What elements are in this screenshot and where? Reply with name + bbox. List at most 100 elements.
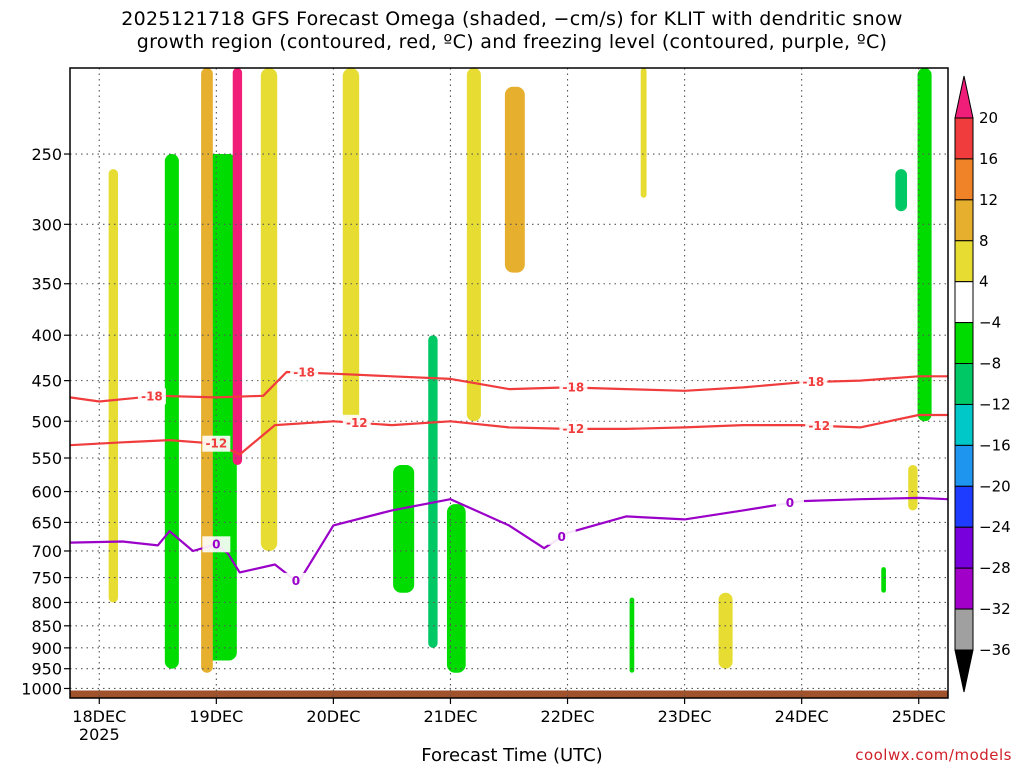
colorbar-label-4: 4 [979,273,989,291]
contour-label-0-3: -18 [803,375,825,389]
contour-label-bg-0-3 [799,374,828,391]
omega-feature-15 [917,68,932,422]
x-tick-label-20DEC: 20DEC [306,707,360,726]
x-tick-label-21DEC: 21DEC [423,707,477,726]
omega-feature-6 [164,154,179,669]
contour-label-bg-0-1 [290,364,319,381]
colorbar-bottom-arrow [954,649,974,693]
colorbar-swatch-5 [954,281,974,324]
y-tick-label-450: 450 [31,372,62,391]
contour-line-2 [70,496,948,584]
omega-feature-17 [629,597,635,673]
contour-label-1-2: -12 [563,422,585,436]
plot-frame [69,67,949,699]
contour-label-2-0: 0 [212,537,220,551]
omega-feature-14 [466,68,481,422]
y-tick-label-400: 400 [31,326,62,345]
contour-layer: -18 -18 -18 -18 -12 -12 -12 -12 0 0 0 0 [70,364,948,589]
chart-title-line-1: 2025121718 GFS Forecast Omega (shaded, −… [121,8,903,30]
y-tick-label-700: 700 [31,542,62,561]
colorbar-label-9: −20 [979,477,1011,495]
x-tick-label-19DEC: 19DEC [189,707,243,726]
colorbar-swatch-12 [954,567,974,610]
colorbar-swatch-3 [954,199,974,242]
y-tick-label-950: 950 [31,660,62,679]
colorbar-label-11: −28 [979,559,1011,577]
colorbar-swatch-6 [954,322,974,365]
omega-feature-18 [881,567,886,593]
y-tick-label-350: 350 [31,275,62,294]
y-tick-label-300: 300 [31,215,62,234]
contour-label-1-0: -12 [205,437,227,451]
colorbar: 20 16 12 8 4 −4 −8 −12 −16 −20 −24 −28 −32 −36 [954,75,1011,693]
colorbar-label-3: 8 [979,232,989,250]
colorbar-swatch-11 [954,526,974,569]
colorbar-label-6: −8 [979,355,1001,373]
x-tick-label-18DEC: 18DEC [72,707,126,726]
colorbar-label-12: −32 [979,600,1011,618]
omega-feature-9 [342,68,360,422]
y-tick-label-800: 800 [31,593,62,612]
omega-feature-12 [446,504,466,673]
contour-label-2-2: 0 [786,496,794,510]
colorbar-label-2: 12 [979,191,998,209]
contour-label-bg-2-1 [547,528,576,545]
colorbar-label-1: 16 [979,150,998,168]
x-axis-label: Forecast Time (UTC) [421,745,603,766]
colorbar-swatch-2 [954,158,974,201]
chart-title-line-2: growth region (contoured, red, ºC) and f… [136,31,888,53]
contour-label-bg-2-2 [775,494,804,511]
omega-feature-3 [205,154,237,661]
colorbar-top-arrow [954,75,974,119]
omega-feature-16 [895,169,908,212]
contour-label-bg-1-0 [202,435,231,452]
omega-feature-4 [232,68,243,465]
colorbar-swatch-13 [954,608,974,651]
colorbar-swatch-7 [954,363,974,405]
omega-shading-layer [108,68,932,673]
y-tick-label-1000: 1000 [21,679,62,698]
y-tick-label-850: 850 [31,617,62,636]
y-tick-label-600: 600 [31,483,62,502]
omega-feature-10 [393,464,415,593]
colorbar-swatch-8 [954,403,974,446]
omega-feature-13 [504,86,525,273]
contour-label-0-0: -18 [141,389,163,403]
omega-feature-21 [908,464,918,511]
y-tick-label-650: 650 [31,513,62,532]
y-tick-label-900: 900 [31,639,62,658]
x-tick-label-22DEC: 22DEC [541,707,595,726]
x-tick-sublabel: 2025 [79,725,120,744]
credit-text: coolwx.com/models [855,746,1012,764]
omega-feature-19 [640,68,647,198]
x-tick-label-25DEC: 25DEC [892,707,946,726]
omega-feature-8 [260,68,278,551]
contour-label-bg-1-1 [342,414,371,431]
colorbar-swatch-10 [954,485,974,528]
terrain-layer [70,690,948,698]
colorbar-label-7: −12 [979,395,1011,413]
colorbar-swatch-1 [954,117,974,160]
pressure-axis: 250 300 350 400 450 500 550 600 650 700 750 800 850 9… [21,145,70,698]
colorbar-swatch-4 [954,240,974,283]
colorbar-label-0: 20 [979,109,998,127]
omega-feature-11 [428,335,438,648]
contour-label-bg-2-3 [281,572,310,589]
y-tick-label-550: 550 [31,449,62,468]
contour-label-bg-0-2 [559,379,588,396]
y-tick-label-750: 750 [31,569,62,588]
contour-label-2-3: 0 [292,574,300,588]
contour-label-1-1: -12 [346,416,368,430]
omega-feature-5 [201,68,213,673]
contour-label-2-1: 0 [558,530,566,544]
x-tick-label-24DEC: 24DEC [775,707,829,726]
y-tick-label-250: 250 [31,145,62,164]
colorbar-label-8: −16 [979,436,1011,454]
contour-label-0-2: -18 [563,381,585,395]
contour-label-bg-0-0 [137,388,166,405]
contour-label-1-3: -12 [808,419,830,433]
contour-label-bg-1-3 [805,417,834,434]
colorbar-label-10: −24 [979,518,1011,536]
